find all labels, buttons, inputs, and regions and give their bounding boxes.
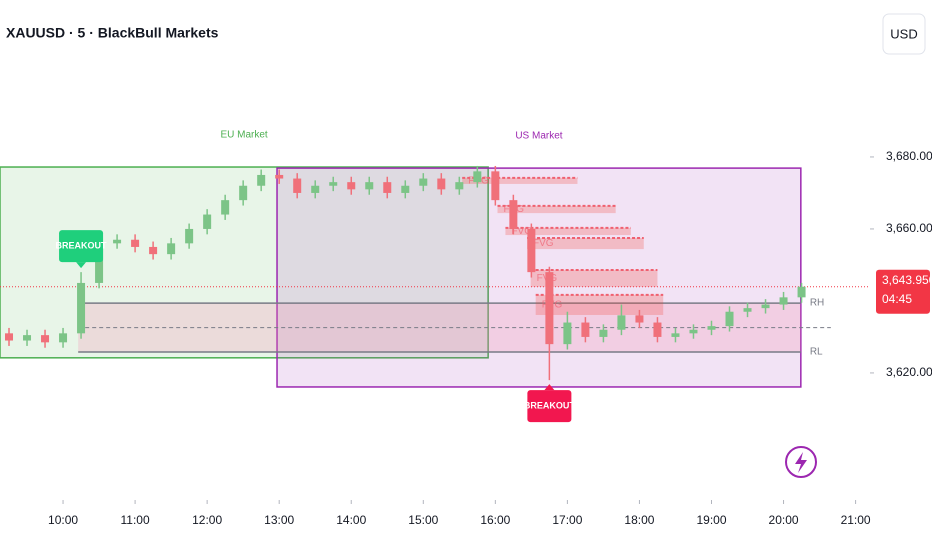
x-tick-label: 10:00 <box>48 513 78 527</box>
y-tick-label: 3,660.000 <box>886 221 932 235</box>
x-tick-label: 17:00 <box>552 513 582 527</box>
candle-body <box>671 333 680 337</box>
candle-body <box>221 200 230 215</box>
candle-body <box>95 243 104 283</box>
candle-body <box>401 185 410 193</box>
fvg-label: FVG <box>533 238 554 249</box>
candle-body <box>653 322 662 337</box>
candle-body <box>779 297 788 305</box>
candle-body <box>707 326 716 330</box>
candle-body <box>203 214 212 229</box>
chart-title: XAUUSD · 5 · BlackBull Markets <box>6 25 219 41</box>
candle-body <box>185 228 194 244</box>
breakout-label: BREAKOUT <box>524 401 576 411</box>
x-tick-label: 20:00 <box>769 513 799 527</box>
candle-body <box>365 182 374 190</box>
session-box <box>276 167 802 388</box>
candle-body <box>329 182 338 186</box>
breakout-pointer <box>544 384 555 391</box>
breakout-badge <box>59 230 104 263</box>
x-tick-label: 21:00 <box>841 513 871 527</box>
candle-body <box>131 239 140 247</box>
x-tick-label: 14:00 <box>336 513 366 527</box>
candle-body <box>149 246 158 255</box>
candle-body <box>239 185 248 201</box>
candle-body <box>509 200 518 229</box>
candle-body <box>293 178 302 193</box>
x-tick-label: 18:00 <box>624 513 654 527</box>
fvg-box <box>535 294 664 315</box>
x-tick-label: 15:00 <box>408 513 438 527</box>
candle-body <box>563 322 572 345</box>
candle-body <box>41 335 50 343</box>
candle-body <box>689 329 698 334</box>
breakout-pointer <box>76 262 87 269</box>
candle-body <box>545 272 554 345</box>
candle-body <box>527 228 536 273</box>
fvg-box <box>530 269 658 287</box>
candle-body <box>77 282 86 334</box>
candle-body <box>275 174 284 179</box>
x-tick-label: 16:00 <box>480 513 510 527</box>
candle-body <box>599 329 608 337</box>
fvg-box <box>527 237 644 250</box>
plot-area: FVGFVGFVGFVGFVGFVGBREAKOUTBREAKOUT <box>0 165 870 423</box>
breakout-label: BREAKOUT <box>56 241 108 251</box>
candle-body <box>743 308 752 312</box>
candle-body <box>167 243 176 255</box>
range-high-label: RH <box>810 298 824 309</box>
range-low-label: RL <box>810 347 823 358</box>
lightning-icon[interactable] <box>785 446 817 478</box>
x-tick-label: 12:00 <box>192 513 222 527</box>
currency-button[interactable] <box>882 13 926 55</box>
candle-body <box>23 335 32 341</box>
candle-body <box>761 304 770 309</box>
countdown: 04:45 <box>882 292 912 306</box>
session-label: EU Market <box>220 130 267 141</box>
candle-body <box>383 182 392 193</box>
candle-body <box>419 178 428 186</box>
currency: USD <box>890 26 917 41</box>
x-tick-label: 19:00 <box>696 513 726 527</box>
y-tick-label: 3,680.000 <box>886 149 932 163</box>
fvg-box <box>462 177 578 184</box>
candle-body <box>311 185 320 193</box>
last-price-label: 3,643.950 <box>882 273 932 287</box>
candle-body <box>581 322 590 337</box>
y-tick-label: 3,620.000 <box>886 365 932 379</box>
candle-body <box>473 171 482 183</box>
candle-body <box>113 239 122 244</box>
candle-body <box>437 178 446 190</box>
candle-body <box>725 311 734 327</box>
x-tick-label: 13:00 <box>264 513 294 527</box>
breakout-badge <box>527 390 572 423</box>
candle-body <box>455 182 464 190</box>
last-price-tag <box>876 269 930 314</box>
fvg-box <box>497 205 616 214</box>
candle-body <box>797 286 806 298</box>
candle-body <box>617 315 626 330</box>
candle-body <box>59 333 68 343</box>
candle-body <box>635 315 644 323</box>
candle-body <box>5 333 14 341</box>
session-label: US Market <box>515 131 562 142</box>
candle-body <box>347 182 356 190</box>
x-tick-label: 11:00 <box>121 513 150 527</box>
fvg-box <box>505 227 631 236</box>
fvg-label: FVG <box>511 226 532 237</box>
candle-body <box>257 174 266 186</box>
candle-body <box>491 171 500 201</box>
